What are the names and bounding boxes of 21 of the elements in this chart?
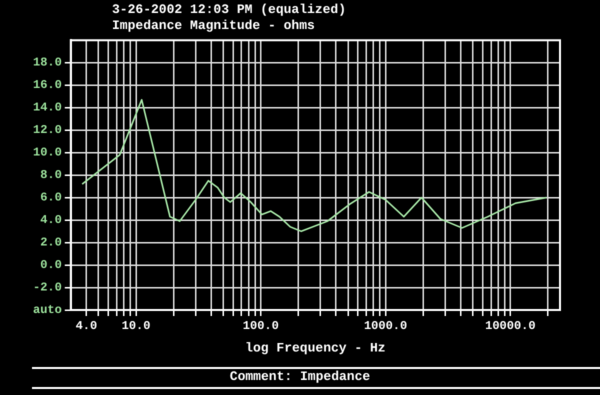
x-tick-label: 4.0 bbox=[76, 319, 98, 334]
y-tick-label: 6.0 bbox=[40, 190, 62, 205]
x-tick-label: 100.0 bbox=[242, 319, 279, 334]
y-tick-label: 0.0 bbox=[40, 258, 62, 272]
x-tick-label: 10000.0 bbox=[485, 319, 536, 334]
y-tick-label: 10.0 bbox=[32, 146, 62, 160]
y-tick-label: 4.0 bbox=[40, 213, 62, 228]
y-tick-label: 2.0 bbox=[40, 236, 62, 250]
y-tick-label: 16.0 bbox=[32, 78, 62, 92]
chart-title: 3-26-2002 12:03 PM (equalized) bbox=[112, 2, 346, 17]
chart-subtitle: Impedance Magnitude - ohms bbox=[112, 18, 315, 33]
x-tick-label: 1000.0 bbox=[364, 319, 408, 334]
y-tick-label: -2.0 bbox=[32, 280, 62, 295]
text: Comment: Impedance bbox=[228, 369, 372, 384]
y-tick-label: 8.0 bbox=[40, 168, 62, 182]
y-tick-label: auto bbox=[32, 303, 62, 318]
x-tick-label: 10.0 bbox=[122, 319, 150, 334]
x-axis-title: log Frequency - Hz bbox=[245, 340, 386, 356]
y-tick-label: 18.0 bbox=[32, 56, 62, 70]
y-tick-label: 12.0 bbox=[32, 123, 62, 138]
y-tick-label: 14.0 bbox=[32, 100, 62, 115]
